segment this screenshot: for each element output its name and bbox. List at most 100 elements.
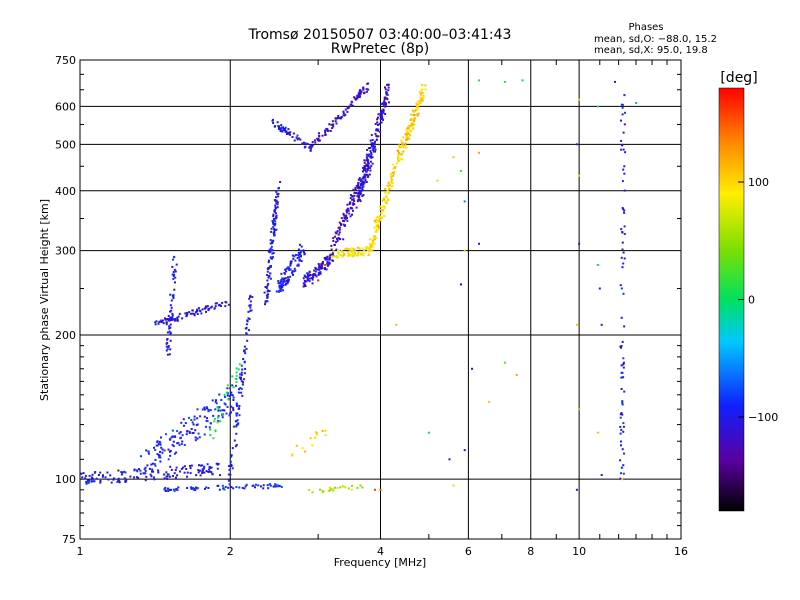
echo-point [397,151,400,154]
echo-point [162,322,165,325]
echo-point [620,376,623,379]
echo-point [161,319,164,322]
echo-point [314,266,317,269]
echo-point [388,185,391,188]
echo-point [274,212,277,215]
echo-point [281,129,284,132]
echo-point [365,181,368,183]
echo-point [165,345,168,348]
echo-point [226,394,229,397]
echo-point [220,399,223,401]
echo-point [309,274,312,276]
echo-point [152,462,154,465]
echo-point [294,269,297,272]
echo-point [374,145,376,148]
echo-point [274,223,277,225]
echo-point [369,169,372,172]
echo-point [184,312,187,315]
echo-point [285,280,288,282]
echo-point [414,110,417,112]
echo-point [145,449,148,452]
echo-point [619,425,622,428]
echo-point [303,450,306,453]
echo-point [363,249,366,252]
echo-point [296,256,299,259]
echo-point [620,346,622,349]
echo-point [276,203,279,206]
echo-point [302,251,305,254]
echo-point [158,321,161,323]
echo-point [145,475,148,478]
echo-point [308,280,311,283]
echo-point [377,228,380,231]
echo-point [372,150,375,153]
echo-point [284,268,287,271]
echo-point [294,254,297,256]
echo-point [197,307,200,310]
echo-point [358,189,361,192]
echo-point [140,455,142,458]
echo-point [203,471,206,474]
echo-point [349,207,352,210]
echo-point [241,383,244,386]
echo-point [368,247,371,250]
echo-point [411,119,414,121]
echo-point [387,83,390,86]
echo-point [275,202,278,205]
echo-point [352,188,355,191]
echo-point [176,442,179,445]
echo-point [268,251,271,254]
echo-point [174,469,177,472]
echo-point [298,137,301,140]
echo-point [330,244,333,247]
echo-point [622,361,625,364]
echo-point [362,170,364,173]
echo-point [112,478,115,481]
echo-point [621,106,624,109]
echo-point [324,429,327,432]
echo-point [372,239,375,242]
echo-point [249,300,252,303]
echo-point [364,178,367,181]
echo-point [284,272,286,275]
echo-point [194,429,197,432]
echo-point [138,468,140,471]
echo-point [343,214,346,217]
echo-point [395,323,398,326]
echo-point [291,453,294,455]
echo-point [369,245,372,248]
echo-point [332,488,335,491]
echo-point [411,123,413,126]
echo-point [363,159,366,162]
echo-point [194,311,197,314]
echo-point [375,225,378,228]
echo-point [318,264,321,267]
echo-point [183,471,186,474]
echo-point [354,97,357,100]
echo-point [213,417,216,420]
echo-point [163,477,166,480]
echo-point [101,475,104,478]
echo-point [357,187,360,190]
echo-point [217,420,220,423]
echo-point [188,430,191,433]
echo-point [191,421,194,424]
echo-point [407,131,410,134]
echo-point [349,202,352,205]
echo-point [357,181,360,184]
echo-point [382,118,384,121]
echo-point [271,249,274,252]
echo-point [230,486,233,489]
echo-point [118,480,121,483]
echo-point [273,231,276,234]
echo-point [181,317,184,320]
echo-point [153,463,156,466]
echo-point [215,462,218,465]
echo-point [295,444,298,447]
echo-point [183,465,186,468]
echo-point [287,128,290,131]
echo-point [342,110,345,113]
echo-point [272,122,275,124]
echo-point [314,436,317,439]
echo-point [324,131,327,134]
